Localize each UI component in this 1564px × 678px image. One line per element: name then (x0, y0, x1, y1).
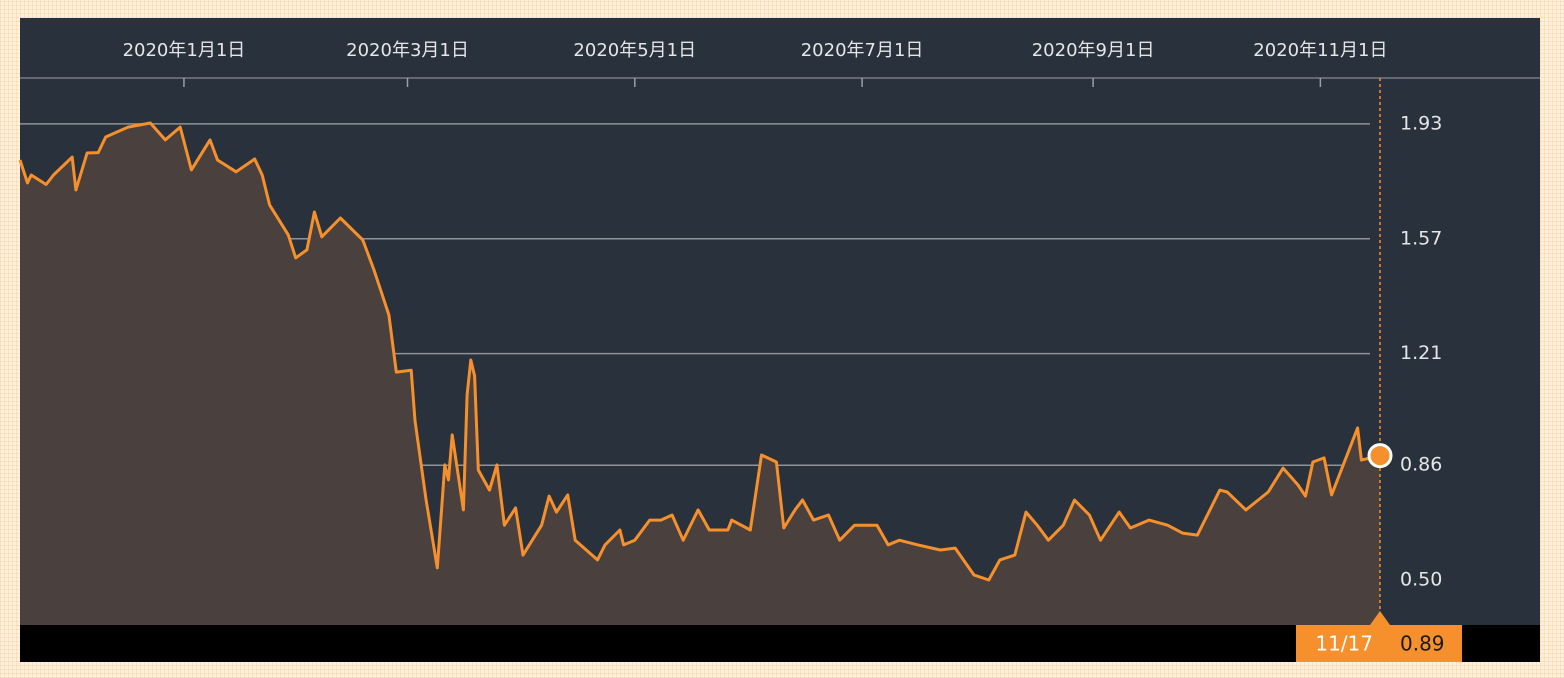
x-tick-label: 2020年1月1日 (123, 40, 246, 61)
footer-bar (20, 625, 1540, 662)
x-tick-label: 2020年5月1日 (573, 40, 696, 61)
current-marker (1367, 443, 1393, 469)
line (18, 121, 1381, 582)
tooltip-value: 0.89 (1400, 632, 1445, 656)
tooltip-pointer (1370, 611, 1390, 625)
y-tick-label: 1.57 (1400, 227, 1442, 249)
x-tick-label: 2020年11月1日 (1253, 40, 1387, 61)
x-tick-label: 2020年3月1日 (346, 40, 469, 61)
x-tick-label: 2020年9月1日 (1032, 40, 1155, 61)
x-tick-label: 2020年7月1日 (801, 40, 924, 61)
y-tick-label: 0.50 (1400, 569, 1442, 591)
tooltip-date: 11/17 (1315, 632, 1373, 656)
y-tick-label: 1.93 (1400, 112, 1442, 134)
tooltip-box (1296, 625, 1462, 662)
area (20, 123, 1380, 625)
y-tick-label: 1.21 (1400, 342, 1442, 364)
y-tick-label: 0.86 (1400, 454, 1442, 476)
